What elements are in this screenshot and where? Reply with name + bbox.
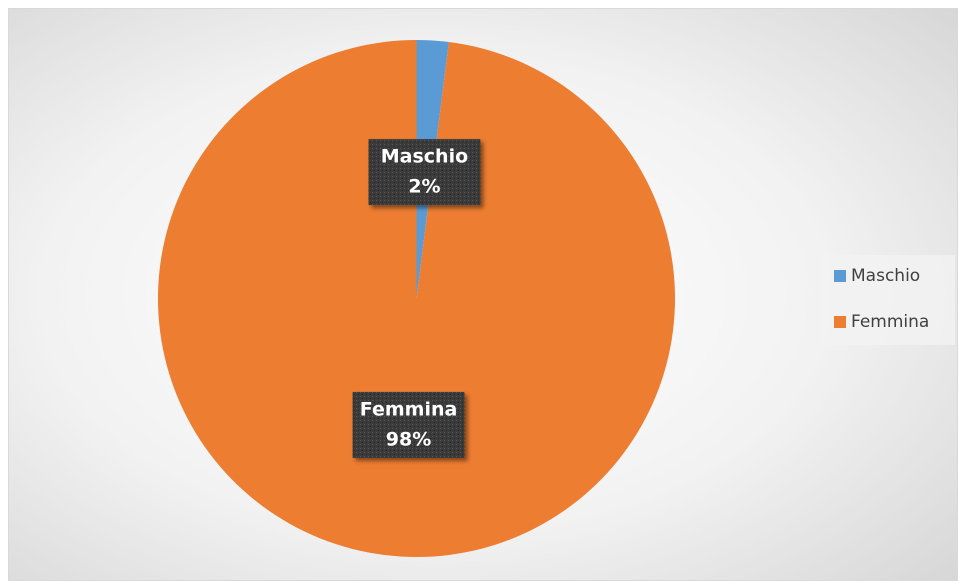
data-label-value: 2% (408, 176, 440, 198)
data-label-box (368, 139, 481, 206)
data-label-category: Maschio (381, 146, 468, 168)
data-label-category: Femmina (360, 398, 458, 420)
data-label-box (352, 391, 465, 458)
pie (158, 40, 675, 557)
legend-swatch (834, 270, 846, 282)
data-labels: Maschio 2% Femmina 98% (352, 139, 481, 458)
legend-label: Femmina (851, 312, 929, 332)
legend-entries: Maschio Femmina (834, 266, 929, 332)
legend-label: Maschio (851, 266, 920, 286)
pie-slice (158, 40, 675, 557)
data-label-value: 98% (386, 428, 431, 450)
legend-swatch (834, 316, 846, 328)
